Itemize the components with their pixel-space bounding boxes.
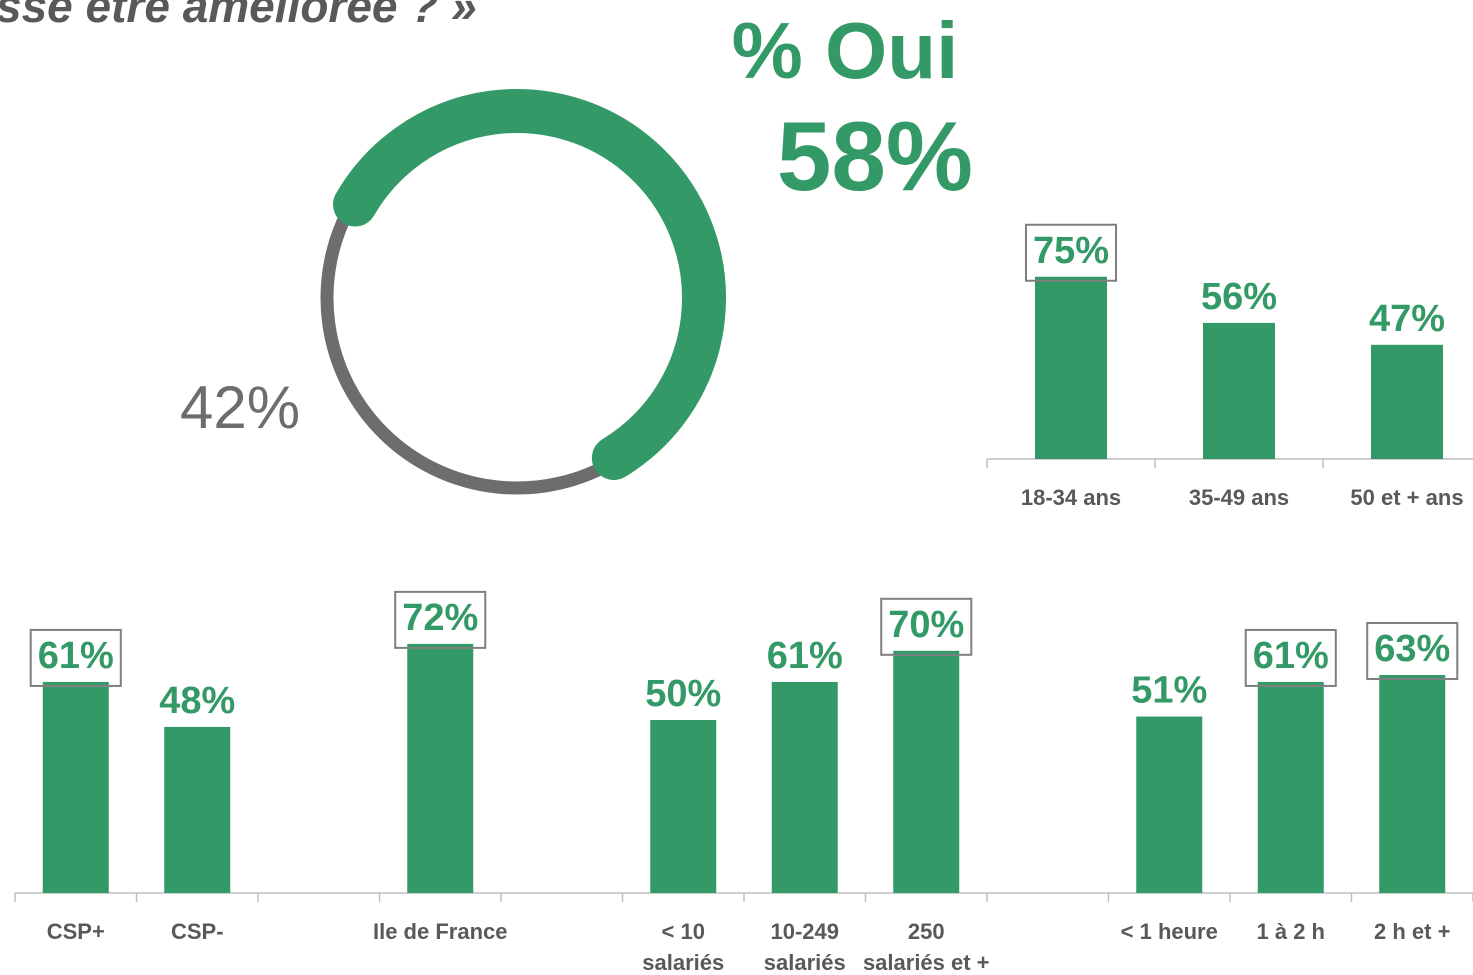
- x-tick-label: CSP-: [171, 919, 224, 944]
- value-label-box: [1024, 223, 1118, 282]
- value-label: 72%: [402, 597, 478, 639]
- value-label-box: [394, 590, 487, 649]
- bar: [164, 726, 231, 893]
- bar: [1035, 276, 1107, 459]
- value-label: 51%: [1131, 670, 1207, 712]
- x-tick-label: < 10 salariés: [642, 919, 724, 975]
- bar: [650, 720, 717, 893]
- bar: [1203, 322, 1275, 459]
- value-label: 75%: [1033, 230, 1109, 272]
- bar: [1136, 716, 1203, 893]
- x-tick-label: CSP+: [47, 919, 105, 944]
- value-label-box: [880, 597, 973, 656]
- bar: [1371, 344, 1443, 459]
- value-label: 48%: [159, 680, 235, 722]
- bar: [893, 650, 960, 893]
- donut-title: % Oui: [732, 6, 959, 95]
- value-label-box: [1244, 628, 1337, 687]
- x-tick-label: 35-49 ans: [1189, 485, 1289, 510]
- x-tick-label: 10-249 salariés: [764, 919, 846, 975]
- bar: [1257, 681, 1324, 893]
- donut-value-label: 58%: [777, 101, 973, 211]
- value-label: 70%: [888, 604, 964, 646]
- donut-segment: [320, 199, 619, 495]
- page-title: sse être améliorée ? »: [0, 0, 477, 32]
- x-tick-label: 1 à 2 h: [1257, 919, 1325, 944]
- value-label: 61%: [1253, 635, 1329, 677]
- value-label: 56%: [1201, 276, 1277, 318]
- x-tick-label: 50 et + ans: [1350, 485, 1463, 510]
- x-tick-label: 2 h et +: [1374, 919, 1450, 944]
- value-label: 61%: [38, 635, 114, 677]
- x-tick-label: Ile de France: [373, 919, 508, 944]
- x-tick-label: 250 salariés et +: [863, 919, 990, 975]
- bar: [771, 681, 838, 893]
- donut-value-label: 42%: [180, 374, 300, 441]
- value-label-box: [29, 628, 122, 687]
- value-label: 50%: [645, 673, 721, 715]
- value-label: 47%: [1369, 298, 1445, 340]
- value-label: 63%: [1374, 628, 1450, 670]
- value-label-box: [1366, 622, 1459, 681]
- bar: [42, 681, 109, 893]
- bar: [1379, 675, 1446, 893]
- bar: [407, 643, 474, 893]
- donut-segment: [333, 89, 726, 480]
- value-label: 61%: [767, 635, 843, 677]
- x-tick-label: < 1 heure: [1121, 919, 1218, 944]
- x-tick-label: 18-34 ans: [1021, 485, 1121, 510]
